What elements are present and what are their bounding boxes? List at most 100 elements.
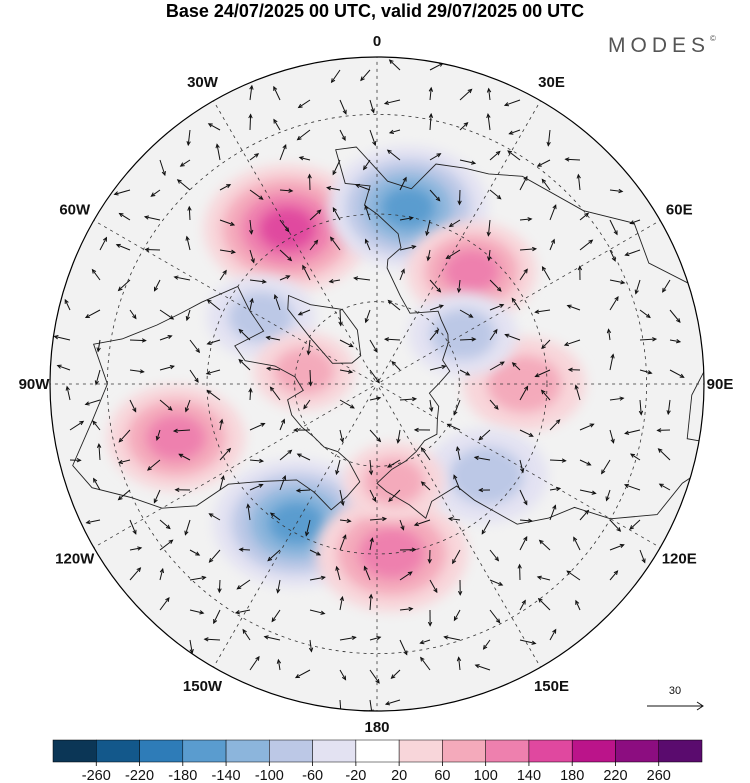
- wind-arrow-166: [369, 129, 377, 147]
- wind-arrow-72: [205, 369, 221, 375]
- wind-arrow-77: [208, 513, 221, 521]
- wind-arrow-302: [538, 539, 551, 551]
- wind-arrow-0: [64, 298, 71, 311]
- colorbar-swatch-4: [225, 739, 270, 763]
- wind-arrow-95: [249, 483, 264, 491]
- wind-arrow-355: [658, 483, 671, 491]
- wind-arrow-81: [203, 637, 221, 642]
- wind-arrow-326: [609, 295, 619, 311]
- wind-arrow-174: [369, 369, 380, 384]
- wind-arrow-345: [623, 483, 641, 491]
- anomaly-negative-7: [425, 428, 548, 523]
- wind-arrow-63: [189, 639, 194, 655]
- wind-arrow-5: [69, 458, 82, 463]
- wind-arrow-67: [219, 219, 236, 226]
- wind-vectors: [53, 59, 685, 711]
- wind-arrow-135: [295, 488, 311, 493]
- wind-arrow-148: [329, 236, 341, 251]
- anomaly-positive-11: [253, 332, 355, 410]
- wind-arrow-203: [399, 571, 413, 581]
- wind-arrow-91: [238, 358, 251, 371]
- wind-arrow-57: [178, 453, 191, 461]
- lat-circle-30: [106, 113, 648, 655]
- wind-arrow-152: [339, 369, 354, 374]
- wind-arrow-206: [390, 669, 401, 680]
- wind-arrow-313: [567, 367, 581, 372]
- wind-arrow-134: [296, 453, 311, 461]
- colorbar-label--60: -60: [302, 768, 323, 783]
- wind-arrow-233: [448, 219, 461, 228]
- wind-arrow-265: [489, 579, 504, 586]
- wind-arrow-221: [420, 446, 431, 461]
- wind-arrow-278: [511, 362, 521, 371]
- wind-arrow-93: [249, 422, 266, 431]
- disc-border: [49, 56, 705, 712]
- wind-arrow-194: [387, 299, 401, 311]
- wind-arrow-182: [368, 593, 374, 611]
- wind-arrow-48: [176, 179, 191, 191]
- wind-arrow-283: [519, 518, 534, 523]
- wind-arrow-29: [129, 567, 142, 581]
- wind-arrow-62: [189, 609, 205, 615]
- wind-arrow-352: [666, 399, 671, 416]
- wind-arrow-2: [56, 364, 71, 371]
- wind-arrow-308: [579, 212, 590, 221]
- wind-arrow-235: [456, 279, 462, 294]
- wind-arrow-269: [503, 99, 521, 107]
- wind-arrow-219: [429, 399, 434, 413]
- colorbar-label--20: -20: [345, 768, 366, 783]
- wind-arrow-117: [267, 549, 281, 562]
- colorbar: -260 -220 -180 -140 -100 -60 -20 20 60 100 140 180 2…: [52, 739, 703, 783]
- wind-arrow-293: [541, 265, 551, 281]
- wind-arrow-51: [173, 275, 191, 281]
- wind-arrow-341: [639, 369, 653, 375]
- wind-arrow-234: [445, 249, 461, 260]
- wind-arrow-189: [386, 149, 401, 161]
- wind-arrow-41: [153, 489, 161, 504]
- wind-arrow-42: [159, 519, 171, 530]
- wind-arrow-33: [144, 247, 161, 252]
- wind-arrow-180: [369, 537, 374, 551]
- wind-arrow-289: [536, 159, 551, 167]
- wind-arrow-143: [339, 99, 347, 115]
- lon-label-150E: 150E: [534, 678, 569, 695]
- wind-arrow-321: [575, 599, 581, 611]
- wind-arrow-231: [459, 159, 477, 165]
- wind-arrow-36: [159, 334, 173, 341]
- wind-arrow-290: [541, 178, 551, 191]
- wind-arrow-56: [172, 428, 191, 434]
- colorbar-label-220: 220: [603, 768, 627, 783]
- wind-arrow-162: [339, 669, 347, 681]
- wind-arrow-295: [541, 339, 551, 350]
- lon-label-90W: 90W: [19, 376, 51, 393]
- wind-arrow-247: [443, 635, 461, 641]
- wind-arrow-12: [92, 420, 101, 431]
- wind-arrow-119: [271, 609, 281, 623]
- wind-arrow-211: [429, 153, 442, 161]
- wind-arrow-129: [297, 309, 311, 316]
- wind-arrow-242: [453, 474, 461, 491]
- wind-arrow-102: [273, 85, 281, 101]
- wind-arrow-173: [369, 339, 378, 353]
- wind-arrow-139: [309, 609, 326, 615]
- wind-arrow-311: [566, 304, 581, 311]
- colorbar-swatch-8: [398, 739, 443, 763]
- wind-arrow-154: [339, 429, 345, 443]
- wind-arrow-342: [638, 399, 644, 416]
- wind-arrow-188: [388, 129, 401, 134]
- wind-arrow-6: [99, 236, 108, 251]
- wind-arrow-282: [519, 489, 528, 506]
- wind-arrow-179: [369, 516, 388, 522]
- wind-arrow-280: [519, 429, 534, 437]
- lon-label-120W: 120W: [55, 551, 95, 568]
- brand-mark: ©: [710, 34, 716, 43]
- wind-arrow-31: [150, 189, 161, 197]
- wind-arrow-220: [413, 427, 431, 433]
- colorbar-swatch-7: [355, 739, 400, 763]
- wind-arrow-177: [368, 459, 374, 476]
- wind-arrow-96: [246, 503, 251, 521]
- wind-arrow-277: [504, 333, 521, 341]
- wind-arrow-112: [269, 386, 281, 401]
- wind-arrow-254: [487, 249, 492, 262]
- wind-arrow-70: [206, 299, 221, 311]
